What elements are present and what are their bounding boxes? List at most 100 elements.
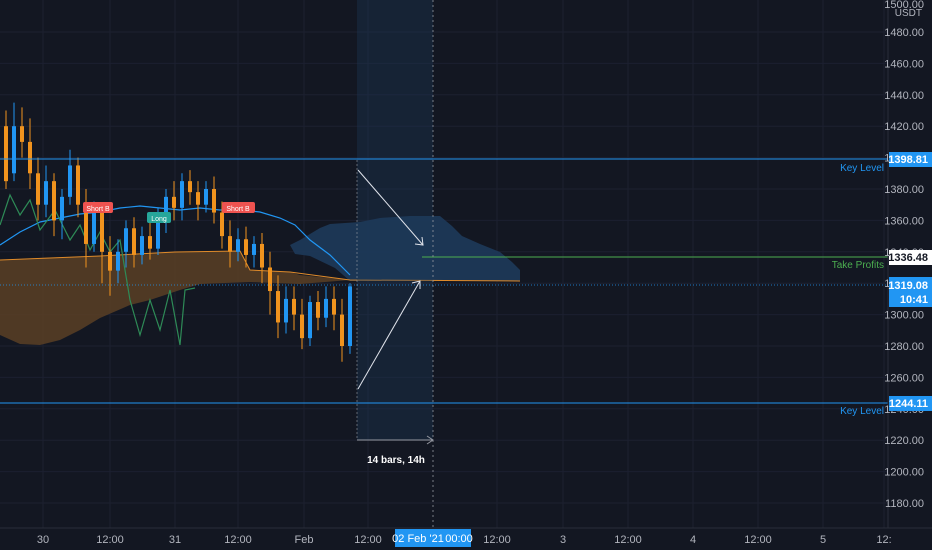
time-tick-label: Feb xyxy=(295,534,314,546)
candle-body xyxy=(92,212,96,244)
time-tick-label: 5 xyxy=(820,534,826,546)
candle-body xyxy=(36,173,40,205)
long-signal-text: Long xyxy=(151,216,167,223)
candle-body xyxy=(20,126,24,142)
price-tick-label: 1460.00 xyxy=(884,58,924,70)
candle-body xyxy=(84,204,88,244)
candle-body xyxy=(284,298,288,323)
svg-text:1398.81: 1398.81 xyxy=(888,154,928,166)
candle-body xyxy=(348,286,352,346)
time-scale[interactable]: 30 12:00 31 12:00 Feb 12:00 12:00 3 12:00 4 12:00 5… xyxy=(0,527,932,550)
candle-body xyxy=(76,165,80,205)
svg-text:1244.11: 1244.11 xyxy=(889,398,928,410)
candle-body xyxy=(156,220,160,249)
time-tick-label: 31 xyxy=(169,534,181,546)
short-signal-text: Short B xyxy=(86,206,110,213)
time-tick-label: 12:00 xyxy=(354,534,382,546)
key-level-upper-label: Key Level xyxy=(840,163,884,174)
lagging-span xyxy=(0,193,196,346)
measure-box xyxy=(357,0,433,440)
short-signal-badge xyxy=(222,202,255,213)
time-tick-label: 12:00 xyxy=(96,534,124,546)
time-tick-label: 12:00 xyxy=(614,534,642,546)
candle-body xyxy=(268,267,272,292)
candle-body xyxy=(116,251,120,271)
key-level-lower-price-box: 1244.11 xyxy=(889,396,932,411)
candle-body xyxy=(180,181,184,208)
candle-body xyxy=(28,141,32,174)
price-tick-label: 1380.00 xyxy=(884,184,924,196)
price-tick-label: 1300.00 xyxy=(884,310,924,322)
time-tick-label: 30 xyxy=(37,534,49,546)
time-tick-label: 12:00 xyxy=(224,534,252,546)
short-signal-badge xyxy=(83,202,113,213)
svg-text:02 Feb '21: 02 Feb '21 xyxy=(392,533,444,545)
candle-body xyxy=(212,189,216,213)
candle-body xyxy=(108,251,112,271)
key-level-lower-label: Key Level xyxy=(840,406,884,417)
candle-body xyxy=(244,239,248,255)
candle-body xyxy=(316,302,320,318)
ichimoku-cloud xyxy=(0,216,521,345)
svg-text:1336.48: 1336.48 xyxy=(888,252,928,264)
candle-body xyxy=(340,314,344,346)
date-range-measure[interactable]: 14 bars, 14h xyxy=(356,0,434,466)
candle-body xyxy=(60,196,64,221)
price-tick-label: 1420.00 xyxy=(884,121,924,133)
candle-body xyxy=(228,236,232,252)
candle-body xyxy=(276,291,280,323)
take-profits-label: Take Profits xyxy=(832,260,884,271)
time-tick-label: 4 xyxy=(690,534,696,546)
price-tick-label: 1180.00 xyxy=(885,498,924,510)
price-tick-label: 1440.00 xyxy=(884,90,924,102)
current-price-box: 1319.08 10:41 xyxy=(888,277,932,307)
price-scale[interactable]: 1500.00 USDT 1480.00 1460.00 1440.00 1420.0… xyxy=(884,0,932,528)
candle-body xyxy=(308,302,312,339)
candle-body xyxy=(324,298,328,318)
arrow-head-icon xyxy=(414,236,424,246)
candle-body xyxy=(44,181,48,205)
svg-text:00:00: 00:00 xyxy=(445,533,473,545)
candle-body xyxy=(220,212,224,237)
price-tick-label: 1200.00 xyxy=(884,467,924,479)
key-level-upper-price-box: 1398.81 xyxy=(888,152,932,167)
candlesticks xyxy=(4,102,352,362)
candle-body xyxy=(252,243,256,255)
candle-body xyxy=(236,239,240,252)
candle-body xyxy=(12,126,16,174)
time-tick-label: 12: xyxy=(876,534,891,546)
kumo-future xyxy=(290,216,520,281)
crosshair-time-label: 02 Feb '21 00:00 xyxy=(392,529,473,547)
candle-body xyxy=(172,196,176,208)
price-tick-label: 1220.00 xyxy=(884,435,924,447)
candle-body xyxy=(68,165,72,197)
signal-tags: Short B Long Short B xyxy=(83,202,255,223)
time-tick-label: 12:00 xyxy=(744,534,772,546)
candle-body xyxy=(140,236,144,255)
time-ticks: 30 12:00 31 12:00 Feb 12:00 12:00 3 12:00 4 12:00 5… xyxy=(37,534,892,546)
time-tick-label: 3 xyxy=(560,534,566,546)
candle-body xyxy=(148,236,152,249)
bar-countdown: 10:41 xyxy=(900,294,928,306)
candle-body xyxy=(188,181,192,193)
projection-arrows[interactable] xyxy=(357,169,424,390)
price-tick-label: 1360.00 xyxy=(884,215,924,227)
price-scale-top: 1500.00 xyxy=(884,0,924,11)
price-tick-label: 1480.00 xyxy=(884,27,924,39)
candle-body xyxy=(260,243,264,268)
candle-body xyxy=(100,212,104,252)
price-tick-label: 1260.00 xyxy=(884,372,924,384)
candle-body xyxy=(164,196,168,221)
arrow-head-icon xyxy=(411,280,421,289)
measure-label: 14 bars, 14h xyxy=(367,455,425,466)
candle-body xyxy=(300,314,304,339)
candle-body xyxy=(124,228,128,252)
long-signal-badge xyxy=(147,212,171,223)
time-tick-label: 12:00 xyxy=(483,534,511,546)
candle-body xyxy=(292,298,296,315)
svg-text:1319.08: 1319.08 xyxy=(888,280,928,292)
kumo-edge-line xyxy=(0,250,521,282)
price-tick-label: 1280.00 xyxy=(884,341,924,353)
candle-body xyxy=(52,181,56,221)
